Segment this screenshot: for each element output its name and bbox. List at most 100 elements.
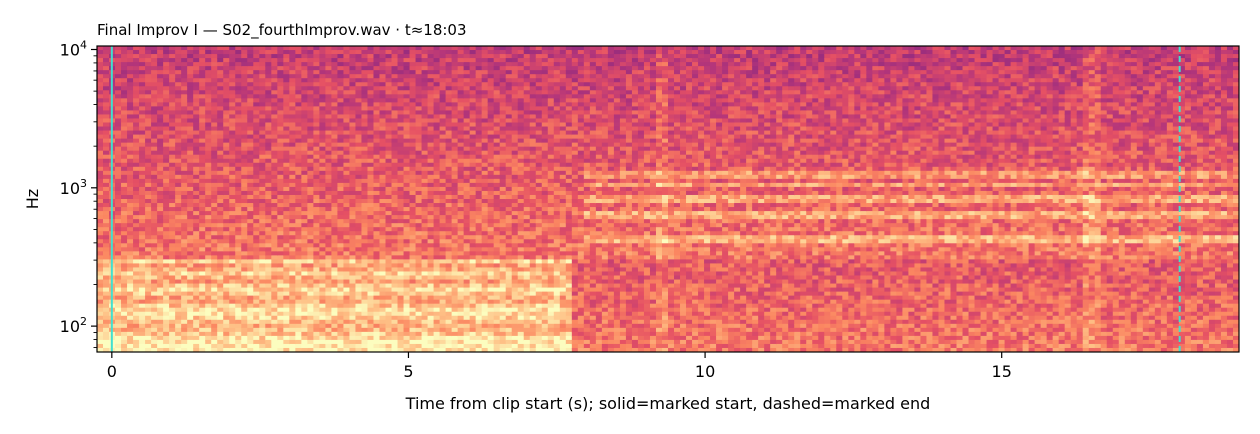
spectrogram-cell — [451, 186, 459, 192]
spectrogram-cell — [181, 166, 188, 172]
spectrogram-cell — [295, 335, 302, 341]
spectrogram-cell — [349, 227, 357, 232]
spectrogram-cell — [181, 190, 188, 196]
spectrogram-cell — [409, 66, 417, 71]
spectrogram-cell — [445, 255, 453, 260]
spectrogram-cell — [379, 130, 387, 136]
spectrogram-cell — [169, 190, 176, 196]
spectrogram-cell — [289, 347, 296, 352]
spectrogram-cell — [151, 219, 158, 224]
spectrogram-cell — [169, 331, 176, 337]
spectrogram-cell — [181, 339, 188, 345]
spectrogram-cell — [481, 70, 489, 75]
spectrogram-cell — [241, 158, 248, 164]
spectrogram-cell — [481, 291, 489, 297]
spectrogram-cell — [403, 215, 411, 220]
spectrogram-cell — [247, 190, 254, 196]
spectrogram-cell — [181, 170, 188, 176]
spectrogram-cell — [325, 347, 333, 352]
spectrogram-cell — [451, 223, 459, 228]
spectrogram-cell — [193, 130, 200, 136]
spectrogram-cell — [469, 215, 477, 220]
spectrogram-cell — [223, 315, 230, 321]
spectrogram-cell — [187, 347, 194, 352]
spectrogram-cell — [415, 146, 423, 152]
spectrogram-cell — [415, 130, 423, 136]
spectrogram-cell — [193, 207, 200, 212]
spectrogram-cell — [331, 102, 339, 107]
spectrogram-cell — [253, 287, 260, 293]
spectrogram-cell — [343, 170, 351, 176]
spectrogram-cell — [157, 287, 164, 293]
spectrogram-cell — [127, 186, 134, 192]
spectrogram-cell — [133, 66, 140, 71]
spectrogram-cell — [487, 46, 495, 51]
spectrogram-cell — [301, 134, 308, 140]
spectrogram-cell — [235, 134, 242, 140]
spectrogram-cell — [289, 194, 296, 200]
spectrogram-cell — [313, 315, 320, 321]
spectrogram-cell — [469, 311, 477, 317]
spectrogram-cell — [457, 86, 465, 91]
spectrogram-cell — [121, 307, 128, 313]
spectrogram-cell — [187, 126, 194, 132]
spectrogram-cell — [319, 307, 326, 313]
spectrogram-cell — [223, 275, 230, 281]
spectrogram-cell — [469, 46, 477, 51]
spectrogram-cell — [235, 315, 242, 321]
spectrogram-cell — [391, 331, 399, 337]
spectrogram-cell — [475, 343, 483, 349]
spectrogram-cell — [217, 66, 224, 71]
spectrogram-cell — [307, 50, 314, 55]
spectrogram-cell — [427, 82, 435, 87]
spectrogram-cell — [475, 323, 483, 329]
spectrogram-cell — [415, 331, 423, 337]
spectrogram-cell — [271, 295, 278, 301]
spectrogram-cell — [211, 174, 218, 180]
spectrogram-cell — [181, 287, 188, 293]
spectrogram-cell — [217, 315, 224, 321]
spectrogram-cell — [205, 323, 212, 329]
spectrogram-cell — [403, 231, 411, 236]
spectrogram-cell — [169, 271, 176, 277]
spectrogram-cell — [253, 275, 260, 281]
spectrogram-cell — [223, 62, 230, 67]
spectrogram-cell — [373, 247, 381, 252]
spectrogram-cell — [391, 295, 399, 301]
spectrogram-cell — [331, 190, 339, 196]
spectrogram-cell — [169, 303, 176, 309]
spectrogram-cell — [307, 174, 314, 180]
spectrogram-cell — [469, 287, 477, 293]
spectrogram-cell — [445, 194, 453, 200]
spectrogram-cell — [343, 243, 351, 248]
spectrogram-cell — [337, 98, 345, 103]
spectrogram-cell — [445, 102, 453, 107]
spectrogram-cell — [301, 231, 308, 236]
spectrogram-cell — [163, 327, 170, 333]
spectrogram-cell — [463, 190, 471, 196]
spectrogram-cell — [235, 327, 242, 333]
spectrogram-cell — [199, 66, 206, 71]
spectrogram-cell — [103, 327, 110, 333]
spectrogram-cell — [457, 90, 465, 95]
spectrogram-cell — [127, 199, 134, 204]
spectrogram-cell — [295, 299, 302, 305]
spectrogram-cell — [451, 78, 459, 83]
spectrogram-cell — [211, 126, 218, 132]
spectrogram-cell — [487, 74, 495, 79]
spectrogram-cell — [265, 194, 272, 200]
spectrogram-cell — [205, 227, 212, 232]
spectrogram-cell — [103, 215, 110, 220]
spectrogram-cell — [457, 339, 465, 345]
spectrogram-cell — [127, 279, 134, 285]
spectrogram-cell — [349, 275, 357, 281]
spectrogram-cell — [487, 178, 495, 184]
spectrogram-cell — [151, 134, 158, 140]
spectrogram-cell — [325, 199, 333, 204]
spectrogram-cell — [157, 335, 164, 341]
spectrogram-cell — [313, 347, 320, 352]
spectrogram-cell — [457, 323, 465, 329]
spectrogram-cell — [397, 170, 405, 176]
spectrogram-cell — [463, 70, 471, 75]
spectrogram-cell — [199, 86, 206, 91]
